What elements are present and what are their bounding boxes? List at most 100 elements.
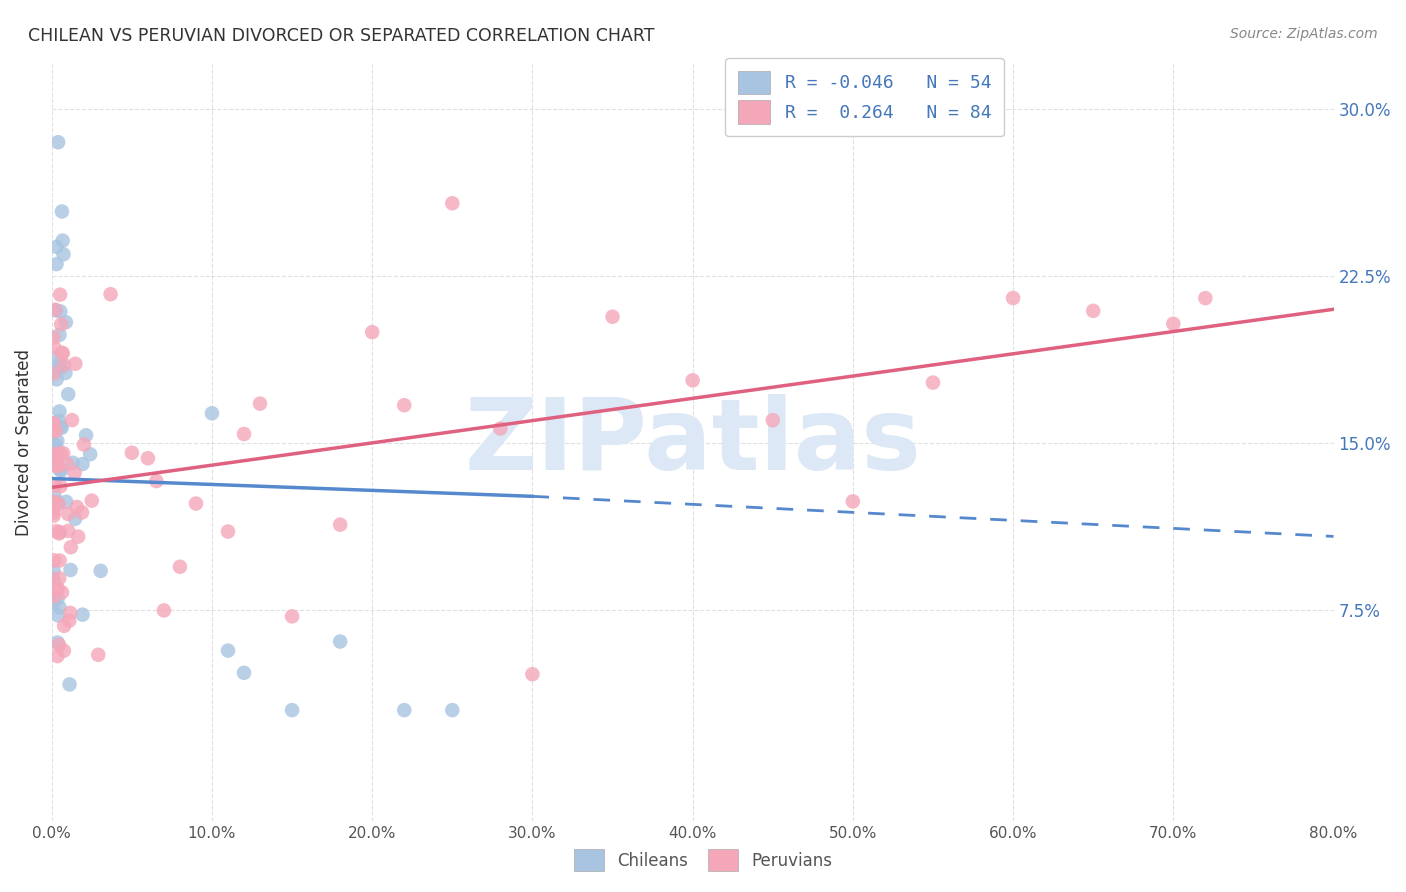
Point bbox=[52, 247, 75, 261]
Point bbox=[42, 553, 65, 567]
Point bbox=[42, 367, 65, 381]
Point bbox=[58, 614, 80, 628]
Point bbox=[73, 437, 96, 451]
Point bbox=[522, 667, 544, 681]
Point bbox=[49, 287, 72, 301]
Point bbox=[1194, 291, 1216, 305]
Point bbox=[441, 703, 464, 717]
Point bbox=[67, 530, 90, 544]
Point bbox=[51, 318, 73, 332]
Point bbox=[762, 413, 785, 427]
Point bbox=[44, 448, 66, 462]
Point bbox=[42, 424, 65, 438]
Point bbox=[49, 479, 72, 493]
Point bbox=[682, 373, 704, 387]
Point bbox=[63, 466, 86, 480]
Point bbox=[48, 571, 70, 585]
Point bbox=[329, 634, 352, 648]
Point bbox=[52, 643, 75, 657]
Point bbox=[70, 505, 93, 519]
Point bbox=[42, 574, 65, 588]
Point bbox=[59, 540, 82, 554]
Point bbox=[58, 387, 80, 401]
Point bbox=[249, 397, 271, 411]
Point bbox=[51, 421, 73, 435]
Point bbox=[42, 417, 65, 431]
Text: CHILEAN VS PERUVIAN DIVORCED OR SEPARATED CORRELATION CHART: CHILEAN VS PERUVIAN DIVORCED OR SEPARATE… bbox=[28, 27, 655, 45]
Y-axis label: Divorced or Separated: Divorced or Separated bbox=[15, 350, 32, 536]
Point bbox=[45, 303, 67, 318]
Point bbox=[44, 452, 66, 467]
Legend: R = -0.046   N = 54, R =  0.264   N = 84: R = -0.046 N = 54, R = 0.264 N = 84 bbox=[725, 58, 1004, 136]
Point bbox=[42, 572, 65, 586]
Point bbox=[233, 427, 256, 442]
Point bbox=[42, 596, 65, 610]
Point bbox=[201, 406, 224, 420]
Point bbox=[59, 606, 82, 620]
Point bbox=[42, 417, 65, 431]
Point bbox=[44, 495, 66, 509]
Point bbox=[65, 357, 87, 371]
Point bbox=[42, 564, 65, 578]
Point bbox=[48, 638, 70, 652]
Point bbox=[46, 591, 69, 606]
Point bbox=[45, 424, 67, 438]
Point bbox=[56, 457, 79, 471]
Point bbox=[184, 497, 207, 511]
Point bbox=[48, 327, 70, 342]
Point bbox=[42, 508, 65, 523]
Point bbox=[217, 524, 239, 539]
Point bbox=[281, 703, 304, 717]
Point bbox=[51, 464, 73, 478]
Point bbox=[46, 635, 69, 649]
Point bbox=[46, 434, 69, 448]
Point bbox=[1002, 291, 1025, 305]
Point bbox=[52, 346, 75, 360]
Point bbox=[51, 345, 73, 359]
Legend: Chileans, Peruvians: Chileans, Peruvians bbox=[565, 841, 841, 880]
Point bbox=[922, 376, 945, 390]
Point bbox=[153, 603, 176, 617]
Point bbox=[361, 325, 384, 339]
Point bbox=[42, 436, 65, 450]
Point bbox=[45, 458, 67, 472]
Point bbox=[602, 310, 624, 324]
Point bbox=[45, 524, 67, 538]
Point bbox=[75, 428, 97, 442]
Point bbox=[87, 648, 110, 662]
Point bbox=[46, 608, 69, 623]
Point bbox=[79, 447, 101, 461]
Point bbox=[42, 495, 65, 509]
Point bbox=[489, 421, 512, 435]
Point bbox=[45, 439, 67, 453]
Point bbox=[121, 446, 143, 460]
Point bbox=[49, 355, 72, 369]
Point bbox=[45, 446, 67, 460]
Point bbox=[66, 500, 89, 514]
Point bbox=[136, 451, 159, 466]
Point bbox=[59, 563, 82, 577]
Point bbox=[72, 607, 94, 622]
Point bbox=[1161, 317, 1184, 331]
Point bbox=[46, 135, 69, 149]
Point bbox=[55, 366, 77, 380]
Point bbox=[44, 340, 66, 354]
Point bbox=[44, 302, 66, 317]
Point bbox=[56, 507, 79, 521]
Point bbox=[55, 495, 77, 509]
Point bbox=[46, 361, 69, 376]
Point bbox=[441, 196, 464, 211]
Point bbox=[58, 677, 80, 691]
Point bbox=[49, 525, 72, 540]
Point bbox=[62, 456, 84, 470]
Point bbox=[842, 494, 865, 508]
Point bbox=[45, 257, 67, 271]
Point bbox=[48, 414, 70, 428]
Point bbox=[44, 490, 66, 504]
Point bbox=[145, 474, 167, 488]
Point bbox=[169, 559, 191, 574]
Text: ZIPatlas: ZIPatlas bbox=[464, 394, 921, 491]
Point bbox=[46, 582, 69, 596]
Point bbox=[42, 590, 65, 604]
Point bbox=[45, 372, 67, 386]
